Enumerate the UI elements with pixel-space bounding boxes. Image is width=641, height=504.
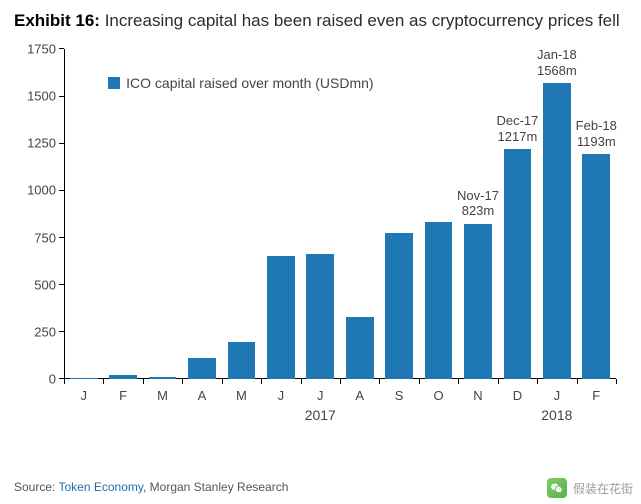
y-tick-label: 0 xyxy=(49,371,64,386)
y-tick-label: 1250 xyxy=(27,136,64,151)
source-suffix: , Morgan Stanley Research xyxy=(143,480,288,494)
y-tick-label: 1750 xyxy=(27,41,64,56)
x-tick xyxy=(577,379,578,384)
legend-label: ICO capital raised over month (USDmn) xyxy=(126,75,373,91)
y-tick-label: 750 xyxy=(34,230,64,245)
x-tick xyxy=(458,379,459,384)
bar xyxy=(425,222,453,379)
callout-date: Feb-18 xyxy=(576,118,617,134)
x-tick-label: J xyxy=(317,388,324,403)
data-callout: Dec-171217m xyxy=(496,113,538,144)
x-tick-label: F xyxy=(592,388,600,403)
x-tick-label: J xyxy=(554,388,561,403)
x-tick-label: J xyxy=(278,388,285,403)
x-tick xyxy=(301,379,302,384)
y-tick-label: 250 xyxy=(34,324,64,339)
x-tick xyxy=(616,379,617,384)
x-tick-label: A xyxy=(198,388,207,403)
x-tick xyxy=(537,379,538,384)
exhibit-title: Exhibit 16: Increasing capital has been … xyxy=(14,10,627,33)
x-tick-label: F xyxy=(119,388,127,403)
x-tick-label: M xyxy=(236,388,247,403)
year-label: 2017 xyxy=(305,407,336,423)
chart: 0 250 500 750 1000 1250 1500 1750 J F M A M J J A S O N D J F… xyxy=(14,39,626,429)
exhibit-title-text: Increasing capital has been raised even … xyxy=(105,11,620,30)
x-tick-label: J xyxy=(80,388,87,403)
data-callout: Feb-181193m xyxy=(576,118,617,149)
x-tick xyxy=(419,379,420,384)
bar xyxy=(582,154,610,379)
legend: ICO capital raised over month (USDmn) xyxy=(108,75,373,91)
x-tick xyxy=(143,379,144,384)
bar xyxy=(504,149,532,378)
bar xyxy=(543,83,571,379)
x-tick xyxy=(340,379,341,384)
callout-date: Jan-18 xyxy=(537,47,577,63)
x-tick-label: O xyxy=(434,388,444,403)
y-axis xyxy=(64,49,65,379)
source-prefix: Source: xyxy=(14,480,58,494)
x-tick-label: A xyxy=(355,388,364,403)
exhibit-container: Exhibit 16: Increasing capital has been … xyxy=(0,0,641,504)
y-tick-label: 1000 xyxy=(27,183,64,198)
x-tick-label: N xyxy=(473,388,482,403)
callout-value: 823m xyxy=(457,203,499,219)
x-tick-label: S xyxy=(395,388,404,403)
bar xyxy=(228,342,256,379)
callout-date: Nov-17 xyxy=(457,188,499,204)
data-callout: Jan-181568m xyxy=(537,47,577,78)
x-tick xyxy=(498,379,499,384)
bar xyxy=(346,317,374,379)
source-line: Source: Token Economy, Morgan Stanley Re… xyxy=(14,480,288,494)
bar xyxy=(464,224,492,379)
bar xyxy=(267,256,295,379)
watermark: 假装在花街 xyxy=(547,478,633,498)
callout-value: 1217m xyxy=(496,129,538,145)
x-tick xyxy=(103,379,104,384)
y-tick-label: 500 xyxy=(34,277,64,292)
bar xyxy=(385,233,413,379)
bar xyxy=(70,378,98,379)
x-tick xyxy=(379,379,380,384)
x-tick xyxy=(222,379,223,384)
y-tick-label: 1500 xyxy=(27,89,64,104)
callout-value: 1193m xyxy=(576,134,617,150)
legend-swatch xyxy=(108,77,120,89)
bar xyxy=(306,254,334,378)
x-tick-label: M xyxy=(157,388,168,403)
callout-date: Dec-17 xyxy=(496,113,538,129)
exhibit-number: Exhibit 16: xyxy=(14,11,100,30)
x-tick xyxy=(64,379,65,384)
data-callout: Nov-17823m xyxy=(457,188,499,219)
source-link[interactable]: Token Economy xyxy=(58,480,143,494)
watermark-text: 假装在花街 xyxy=(573,480,633,497)
bar xyxy=(109,375,137,379)
plot-area: 02505007501000125015001750JFMAMJJASONDJF… xyxy=(64,49,616,379)
x-tick xyxy=(182,379,183,384)
wechat-icon xyxy=(547,478,567,498)
bar xyxy=(188,358,216,379)
callout-value: 1568m xyxy=(537,63,577,79)
year-label: 2018 xyxy=(541,407,572,423)
x-tick-label: D xyxy=(513,388,522,403)
x-tick xyxy=(261,379,262,384)
bar xyxy=(149,377,177,379)
